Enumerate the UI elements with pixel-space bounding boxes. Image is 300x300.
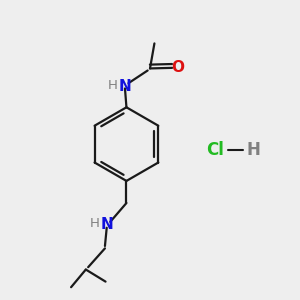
Text: H: H xyxy=(108,79,118,92)
Text: N: N xyxy=(101,217,114,232)
Text: N: N xyxy=(118,79,131,94)
Text: O: O xyxy=(172,60,184,75)
Text: Cl: Cl xyxy=(206,141,224,159)
Text: H: H xyxy=(90,217,100,230)
Text: H: H xyxy=(246,141,260,159)
